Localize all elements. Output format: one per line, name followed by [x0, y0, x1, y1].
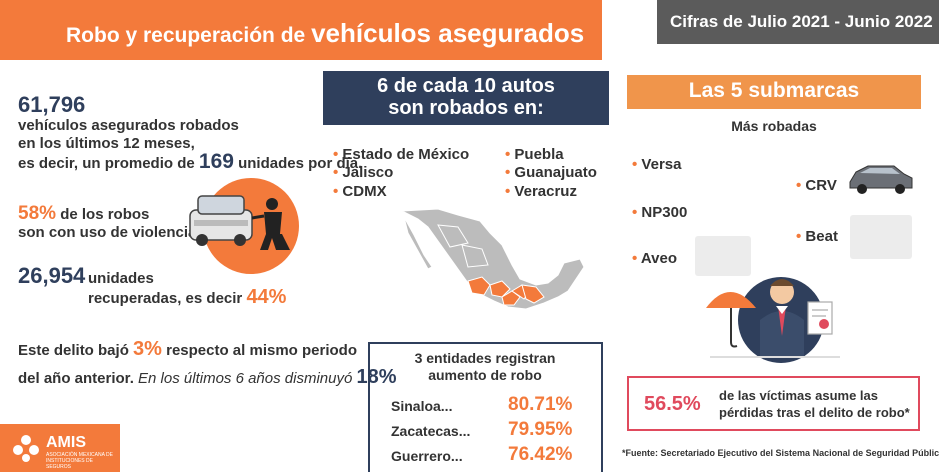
robos-line3: es decir, un promedio de 169 unidades po… [18, 150, 363, 173]
tendencia-pct6: 18% [356, 366, 397, 388]
robos-line3-prefix: es decir, un promedio de [18, 155, 195, 172]
tendencia-suffix: respecto al mismo periodo [166, 342, 357, 359]
aumento-row-name: Zacatecas... [391, 423, 471, 439]
victimas-pct: 56.5% [644, 393, 701, 415]
insurance-agent-icon [706, 279, 840, 358]
estado-item: CDMX [333, 183, 386, 200]
robos-daily: 169 [198, 150, 234, 173]
period-banner [657, 0, 939, 44]
robos-description: vehículos asegurados robados en los últi… [18, 117, 362, 173]
robbery-illustration-icon [189, 195, 290, 250]
robos-line2: en los últimos 12 meses, [18, 135, 195, 152]
car-crv-icon [849, 165, 913, 194]
page-title: Robo y recuperación de vehículos asegura… [66, 18, 584, 49]
recuperados-total: 26,954 [18, 263, 86, 288]
period-label: Cifras de Julio 2021 - Junio 2022 [670, 12, 933, 31]
submarca-item: NP300 [632, 204, 687, 221]
aumento-row-pct: 79.95% [508, 419, 573, 440]
robos-line1: vehículos asegurados robados [18, 117, 239, 134]
submarca-item: Versa [632, 156, 681, 173]
aumento-box [368, 342, 603, 472]
tendencia-line2: del año anterior. En los últimos 6 años … [18, 366, 397, 388]
aumento-row-name: Sinaloa... [391, 398, 453, 414]
header-banner [0, 0, 602, 60]
submarca-item: Beat [796, 228, 838, 245]
title-emphasis: vehículos asegurados [311, 18, 585, 48]
estado-item: Jalisco [333, 164, 393, 181]
violencia-line1: de los robos [60, 206, 150, 223]
victimas-line1: de las víctimas asume las [719, 388, 878, 403]
recuperados-pct: 44% [246, 286, 287, 308]
mexico-map-icon [400, 208, 585, 310]
logo-name: AMIS [46, 434, 86, 451]
robos-line3-suffix: unidades por día. [238, 155, 363, 172]
submarcas-title: Las 5 submarcas [688, 79, 860, 102]
submarcas-banner [627, 75, 921, 109]
tendencia-line2-prefix: del año anterior. [18, 370, 134, 387]
title-prefix: Robo y recuperación de [66, 24, 306, 47]
recuperados-line2: recuperadas, es decir [88, 290, 243, 307]
tendencia-line2-italic: En los últimos 6 años disminuyó [138, 370, 353, 387]
victimas-line2: pérdidas tras el delito de robo* [719, 405, 910, 420]
submarca-item: CRV [796, 177, 836, 194]
submarca-item: Aveo [632, 250, 677, 267]
amis-logo-icon [13, 435, 39, 462]
source-note: *Fuente: Secretariado Ejecutivo del Sist… [622, 448, 939, 458]
estados-title: 6 de cada 10 autos son robados en: [323, 75, 609, 119]
robos-total: 61,796 [18, 92, 86, 117]
aumento-title-line1: 3 entidades registran [414, 350, 556, 366]
estado-item: Veracruz [505, 183, 577, 200]
estado-item: Guanajuato [505, 164, 597, 181]
violencia-line2: son con uso de violencia. [18, 224, 201, 241]
aumento-title-line2: aumento de robo [428, 367, 542, 383]
aumento-title: 3 entidades registran aumento de robo [380, 350, 590, 384]
victimas-description: de las víctimas asume las pérdidas tras … [719, 387, 910, 421]
estado-item: Estado de México [333, 146, 469, 163]
submarcas-subtitle: Más robadas [731, 118, 817, 134]
estado-item: Puebla [505, 146, 563, 163]
estados-title-line2: son robados en: [388, 97, 544, 119]
aumento-row-pct: 80.71% [508, 394, 573, 415]
recuperados-description: unidades recuperadas, es decir 44% [88, 270, 286, 308]
logo-tagline: ASOCIACIÓN MEXICANA DE INSTITUCIONES DE … [46, 452, 113, 470]
victimas-box [627, 376, 920, 431]
tendencia-prefix: Este delito bajó [18, 342, 129, 359]
aumento-row-name: Guerrero... [391, 448, 463, 464]
violencia-pct: 58% [18, 203, 57, 224]
tendencia-pct: 3% [133, 338, 162, 360]
tendencia-line1: Este delito bajó 3% respecto al mismo pe… [18, 338, 357, 360]
car-aveo-image [695, 236, 751, 276]
violencia-stat: 58% de los robos son con uso de violenci… [18, 203, 201, 242]
car-beat-image [850, 215, 912, 259]
estados-title-line1: 6 de cada 10 autos [377, 75, 555, 97]
recuperados-line1: unidades [88, 270, 154, 287]
estados-banner [323, 71, 609, 125]
aumento-row-pct: 76.42% [508, 444, 573, 465]
